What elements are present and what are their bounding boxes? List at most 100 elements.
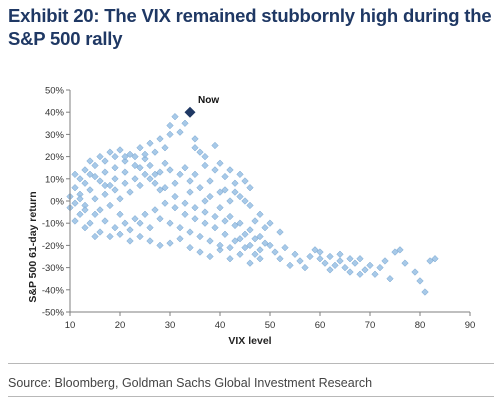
scatter-point (126, 237, 134, 245)
scatter-point (186, 177, 194, 185)
scatter-point (226, 243, 234, 252)
y-axis-ticks: -50% -40% -30% -20% -10% 0% 10% 20% 30% 40% 50% (42, 86, 70, 319)
scatter-point (156, 168, 164, 176)
scatter-point (176, 235, 184, 243)
scatter-point (201, 161, 209, 170)
scatter-point (316, 255, 324, 263)
scatter-point (251, 235, 259, 243)
scatter-point (71, 170, 79, 179)
scatter-point (186, 228, 194, 236)
scatter-point (241, 243, 249, 252)
scatter-point (96, 228, 104, 236)
scatter-point (91, 210, 99, 218)
scatter-point (311, 246, 319, 254)
scatter-point (91, 232, 99, 241)
scatter-point (226, 212, 234, 221)
scatter-point (206, 237, 214, 245)
scatter-point (181, 199, 189, 207)
scatter-point (126, 188, 134, 196)
scatter-point (161, 159, 169, 167)
scatter-point (246, 241, 254, 250)
scatter-point (161, 184, 169, 192)
scatter-point (196, 248, 204, 256)
scatter-point (101, 217, 109, 225)
scatter-point (171, 192, 179, 201)
x-tick-label: 60 (315, 320, 326, 331)
scatter-point (76, 195, 84, 203)
y-tick-label: 40% (45, 108, 65, 119)
scatter-point (146, 175, 154, 183)
scatter-point (81, 206, 89, 214)
y-tick-label: 0% (50, 197, 64, 208)
scatter-point (221, 172, 229, 181)
highlight-group: Now (184, 95, 219, 118)
y-tick-label: 30% (45, 130, 65, 141)
scatter-point (221, 186, 229, 194)
scatter-point (116, 230, 124, 238)
scatter-point (181, 210, 189, 218)
scatter-point (426, 257, 434, 265)
scatter-point (136, 232, 144, 241)
scatter-point (166, 166, 174, 174)
scatter-point (216, 246, 224, 254)
scatter-point (201, 219, 209, 227)
scatter-point (236, 170, 244, 179)
scatter-point (316, 248, 324, 256)
scatter-point (416, 277, 424, 285)
scatter-point (96, 206, 104, 214)
scatter-point (151, 148, 159, 156)
scatter-point (246, 201, 254, 210)
scatter-point (91, 195, 99, 203)
scatter-point (226, 166, 234, 174)
scatter-point (166, 239, 174, 247)
bottom-divider (8, 396, 494, 397)
scatter-point (76, 175, 84, 183)
scatter-point (106, 181, 114, 190)
scatter-point (396, 246, 404, 254)
x-tick-label: 70 (365, 320, 376, 331)
scatter-point (71, 199, 79, 207)
scatter-point (111, 223, 119, 232)
scatter-point (131, 215, 139, 223)
scatter-point (286, 261, 294, 270)
scatter-point (246, 184, 254, 192)
scatter-point (321, 259, 329, 267)
scatter-chart-svg: -50% -40% -30% -20% -10% 0% 10% 20% 30% 40% 50% 10… (27, 86, 475, 348)
axes (69, 90, 470, 313)
x-tick-label: 80 (415, 320, 426, 331)
scatter-point (271, 248, 279, 256)
scatter-point (146, 223, 154, 232)
scatter-point (196, 232, 204, 241)
scatter-point (166, 219, 174, 227)
scatter-point (226, 255, 234, 263)
scatter-point (421, 288, 429, 296)
scatter-point (176, 128, 184, 136)
scatter-point (236, 219, 244, 227)
scatter-point (211, 223, 219, 232)
scatter-point (136, 181, 144, 190)
scatter-point (136, 144, 144, 152)
scatter-point (221, 230, 229, 238)
scatter-point (401, 259, 409, 267)
scatter-point (431, 255, 439, 263)
scatter-point (266, 219, 274, 227)
scatter-point (181, 164, 189, 172)
y-tick-label: -30% (42, 263, 65, 274)
scatter-point (201, 152, 209, 161)
scatter-point (326, 266, 334, 274)
scatter-point (156, 135, 164, 143)
y-tick-label: 20% (45, 152, 65, 163)
scatter-point (191, 170, 199, 179)
scatter-point (171, 179, 179, 187)
scatter-point (191, 204, 199, 212)
scatter-point (111, 175, 119, 183)
scatter-point (136, 164, 144, 172)
scatter-point (356, 255, 364, 263)
scatter-point (86, 219, 94, 227)
scatter-points (66, 112, 439, 296)
scatter-point (156, 241, 164, 250)
scatter-point (221, 217, 229, 225)
scatter-point (101, 168, 109, 176)
scatter-point (366, 261, 374, 270)
scatter-point (121, 219, 129, 227)
